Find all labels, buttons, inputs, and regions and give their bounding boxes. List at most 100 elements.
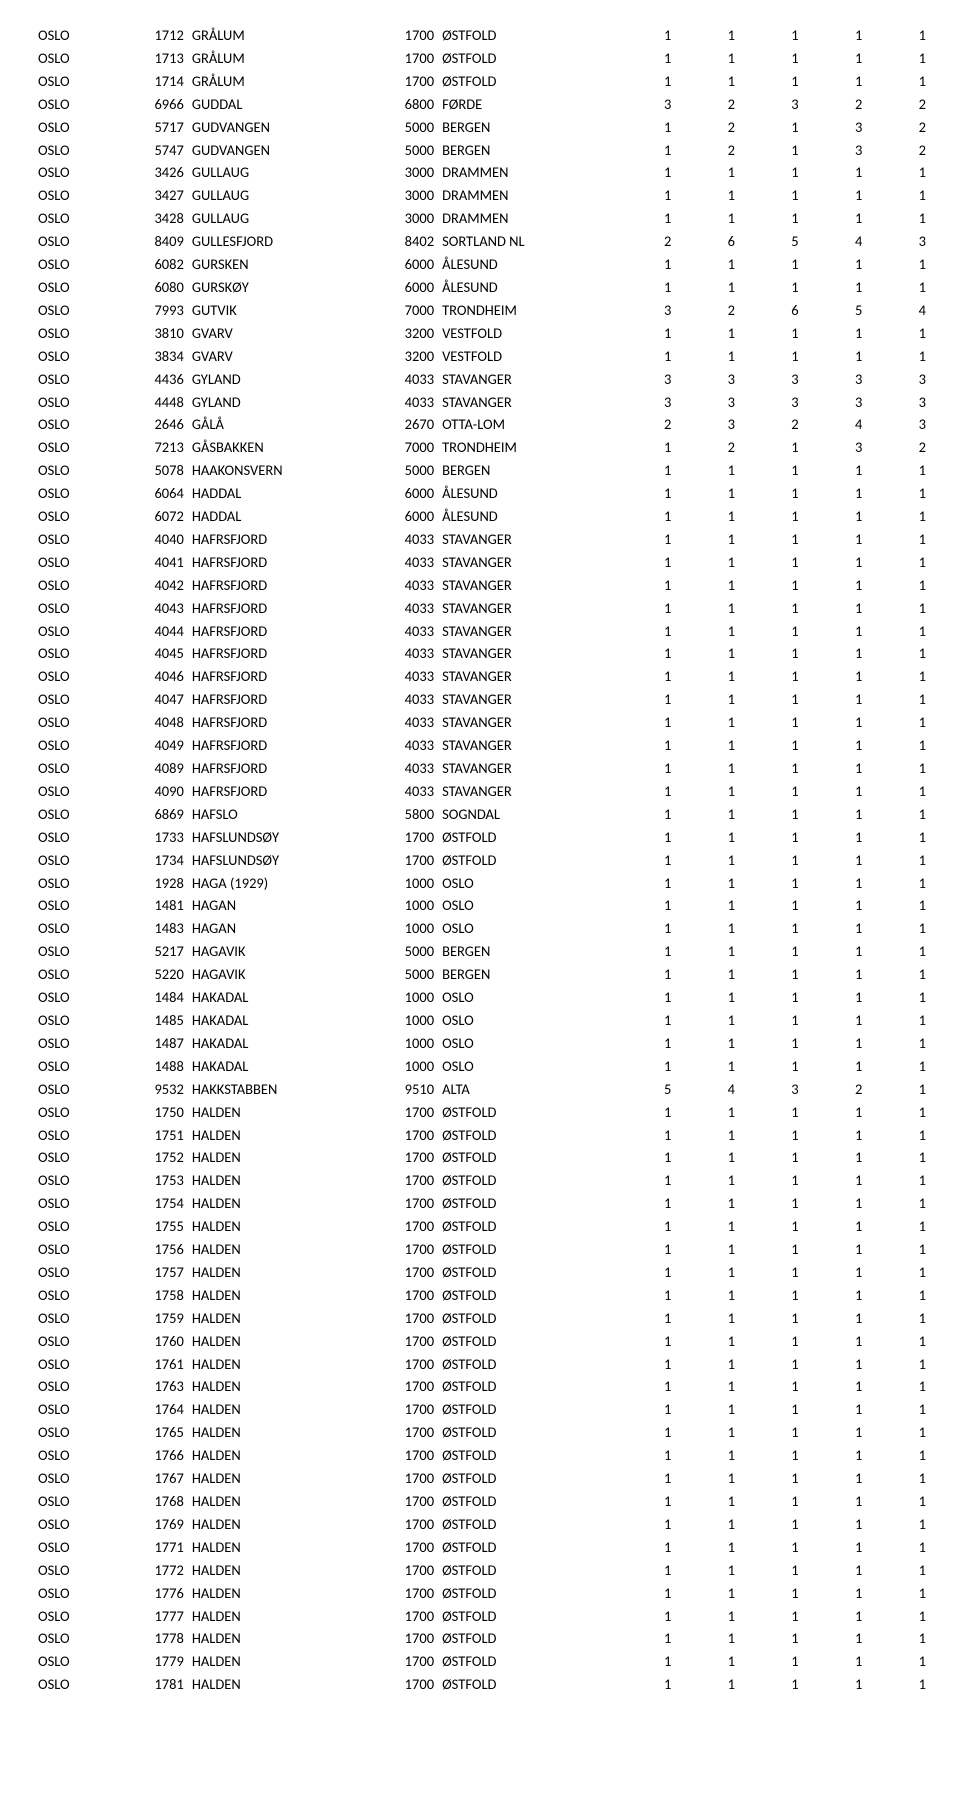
cell: 1 (741, 1124, 805, 1147)
cell: 1481 (122, 894, 188, 917)
cell: OSLO (32, 734, 122, 757)
cell: 1766 (122, 1444, 188, 1467)
cell: 1 (805, 1650, 869, 1673)
cell: 1700 (372, 1673, 438, 1696)
cell: OSLO (32, 391, 122, 414)
cell: 1768 (122, 1490, 188, 1513)
cell: 6 (677, 230, 741, 253)
cell: 1714 (122, 70, 188, 93)
cell: 5 (614, 1078, 678, 1101)
cell: 1753 (122, 1169, 188, 1192)
cell: SORTLAND NL (438, 230, 614, 253)
cell: 1 (868, 620, 932, 643)
cell: OSLO (32, 1490, 122, 1513)
cell: OSLO (32, 505, 122, 528)
cell: 3 (868, 368, 932, 391)
cell: 1765 (122, 1421, 188, 1444)
cell: GVARV (188, 322, 372, 345)
table-row: OSLO1755HALDEN1700ØSTFOLD11111 (32, 1215, 932, 1238)
cell: 1 (741, 116, 805, 139)
cell: 1700 (372, 47, 438, 70)
cell: 1 (805, 642, 869, 665)
cell: 1 (741, 505, 805, 528)
table-row: OSLO1928HAGA (1929)1000OSLO11111 (32, 872, 932, 895)
cell: 1 (805, 665, 869, 688)
cell: 1 (741, 665, 805, 688)
cell: OSLO (32, 528, 122, 551)
cell: STAVANGER (438, 688, 614, 711)
cell: HALDEN (188, 1124, 372, 1147)
cell: 1 (741, 1353, 805, 1376)
cell: 1 (677, 826, 741, 849)
cell: ØSTFOLD (438, 1673, 614, 1696)
cell: 1 (805, 1375, 869, 1398)
cell: 1 (741, 620, 805, 643)
cell: 1 (741, 1146, 805, 1169)
cell: 1700 (372, 70, 438, 93)
cell: OSLO (32, 1536, 122, 1559)
cell: HALDEN (188, 1375, 372, 1398)
cell: 1700 (372, 1605, 438, 1628)
cell: 1 (741, 734, 805, 757)
cell: 1 (614, 459, 678, 482)
cell: 1 (677, 642, 741, 665)
cell: OSLO (438, 1055, 614, 1078)
cell: 6000 (372, 482, 438, 505)
cell: ØSTFOLD (438, 1421, 614, 1444)
cell: ØSTFOLD (438, 1467, 614, 1490)
cell: 6 (741, 299, 805, 322)
cell: 1700 (372, 1536, 438, 1559)
cell: 1 (614, 24, 678, 47)
table-row: OSLO4043HAFRSFJORD4033STAVANGER11111 (32, 597, 932, 620)
cell: 5 (741, 230, 805, 253)
cell: ØSTFOLD (438, 24, 614, 47)
cell: OSLO (32, 757, 122, 780)
cell: 1 (868, 642, 932, 665)
cell: 1 (868, 1261, 932, 1284)
cell: OSLO (32, 93, 122, 116)
cell: 1 (868, 1467, 932, 1490)
cell: 1 (868, 1032, 932, 1055)
cell: HAFRSFJORD (188, 620, 372, 643)
cell: 2 (677, 436, 741, 459)
cell: 1750 (122, 1101, 188, 1124)
cell: 1769 (122, 1513, 188, 1536)
cell: 1 (614, 780, 678, 803)
cell: HAFRSFJORD (188, 711, 372, 734)
cell: STAVANGER (438, 757, 614, 780)
table-row: OSLO6072HADDAL6000ÅLESUND11111 (32, 505, 932, 528)
cell: 1 (741, 345, 805, 368)
cell: 1 (677, 551, 741, 574)
cell: 1 (677, 734, 741, 757)
cell: 1 (677, 1650, 741, 1673)
cell: 1484 (122, 986, 188, 1009)
cell: ØSTFOLD (438, 1490, 614, 1513)
cell: OSLO (32, 70, 122, 93)
cell: OSLO (32, 436, 122, 459)
cell: 1 (677, 24, 741, 47)
table-row: OSLO1750HALDEN1700ØSTFOLD11111 (32, 1101, 932, 1124)
cell: 1 (677, 1101, 741, 1124)
table-row: OSLO4040HAFRSFJORD4033STAVANGER11111 (32, 528, 932, 551)
cell: 1 (805, 322, 869, 345)
cell: 3834 (122, 345, 188, 368)
table-row: OSLO1777HALDEN1700ØSTFOLD11111 (32, 1605, 932, 1628)
cell: 3 (805, 391, 869, 414)
cell: 5000 (372, 139, 438, 162)
cell: STAVANGER (438, 665, 614, 688)
cell: 1700 (372, 1146, 438, 1169)
cell: OSLO (32, 665, 122, 688)
table-row: OSLO1485HAKADAL1000OSLO11111 (32, 1009, 932, 1032)
cell: 1 (677, 1009, 741, 1032)
cell: 1 (868, 803, 932, 826)
cell: 2 (741, 413, 805, 436)
cell: 1 (614, 1101, 678, 1124)
cell: OSLO (438, 1032, 614, 1055)
cell: 4 (805, 230, 869, 253)
cell: 1 (741, 940, 805, 963)
cell: 1 (805, 986, 869, 1009)
cell: HALDEN (188, 1353, 372, 1376)
cell: ØSTFOLD (438, 1284, 614, 1307)
cell: 1751 (122, 1124, 188, 1147)
cell: 1487 (122, 1032, 188, 1055)
